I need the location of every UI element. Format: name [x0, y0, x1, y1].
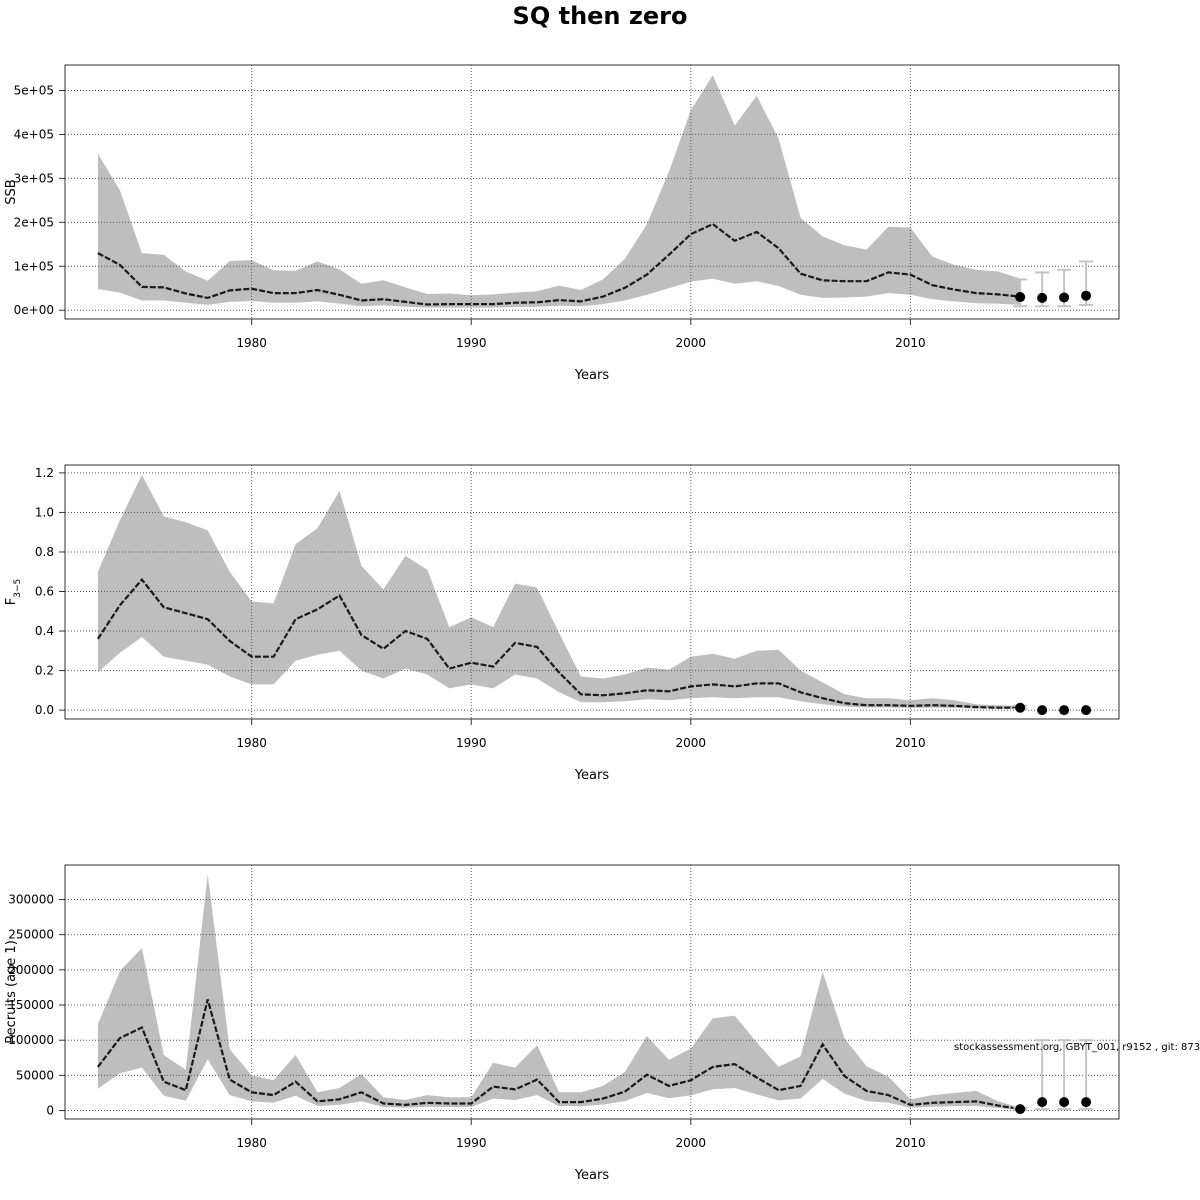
- y-tick-label: 0.4: [35, 624, 54, 638]
- x-tick-label: 2000: [676, 1136, 707, 1150]
- confidence-band: [97, 874, 1021, 1110]
- y-tick-label: 200000: [8, 963, 54, 977]
- y-tick-label: 0e+00: [14, 303, 54, 317]
- y-axis-title: Recruits (age 1): [4, 940, 19, 1044]
- projection-point: [1081, 1097, 1092, 1108]
- y-axis-title: F3−5: [4, 579, 23, 605]
- estimate-line: [96, 577, 1021, 709]
- y-tick-label: 1.2: [35, 466, 54, 480]
- projection-point: [1081, 705, 1092, 716]
- plot-frame: [64, 864, 1120, 1120]
- estimate-line: [97, 222, 1021, 306]
- projection-point: [1037, 292, 1048, 303]
- projection-point: [1037, 1097, 1048, 1108]
- chart-title: SQ then zero: [512, 2, 688, 30]
- y-tick-label: 4e+05: [14, 127, 54, 141]
- footnote-text: stockassessment.org, GBYT_001, r9152 , g…: [954, 1042, 1200, 1053]
- y-tick-label: 300000: [8, 892, 54, 906]
- projection-point: [1015, 1104, 1026, 1115]
- y-tick-label: 5e+05: [14, 83, 54, 97]
- y-axis-title: SSB: [4, 179, 19, 204]
- y-tick-label: 3e+05: [14, 171, 54, 185]
- y-tick-label: 50000: [16, 1068, 54, 1082]
- y-tick-label: 0.6: [35, 585, 54, 599]
- x-axis-title: Years: [574, 1168, 610, 1183]
- projection-point: [1059, 1097, 1070, 1108]
- x-tick-label: 2010: [895, 336, 926, 350]
- panel-3: 1980 1990 2000 2010 0 50000 100000 150000 200000…: [4, 864, 1120, 1183]
- confidence-band: [97, 75, 1021, 308]
- y-tick-label: 100000: [8, 1033, 54, 1047]
- panel-2: 1980 1990 2000 2010 0.0 0.2 0.4 0.6 0.8 1.0 1.2 Yea…: [4, 464, 1120, 783]
- x-axis-title: Years: [574, 368, 610, 383]
- x-tick-label: 1980: [236, 736, 267, 750]
- x-tick-label: 1990: [456, 736, 487, 750]
- y-tick-label: 250000: [8, 928, 54, 942]
- x-tick-label: 2000: [676, 736, 707, 750]
- y-tick-label: 0.0: [35, 703, 54, 717]
- projection-point: [1015, 702, 1026, 713]
- y-tick-label: 0: [46, 1104, 54, 1118]
- y-tick-label: 2e+05: [14, 215, 54, 229]
- x-tick-label: 1990: [456, 336, 487, 350]
- projection-point: [1015, 292, 1026, 303]
- projection-point: [1081, 290, 1092, 301]
- x-tick-label: 2000: [676, 336, 707, 350]
- y-tick-label: 1.0: [35, 505, 54, 519]
- x-axis-title: Years: [574, 768, 610, 783]
- y-tick-label: 1e+05: [14, 259, 54, 273]
- projection-point: [1059, 705, 1070, 716]
- y-tick-label: 150000: [8, 998, 54, 1012]
- x-tick-label: 1980: [236, 1136, 267, 1150]
- projection-point: [1037, 705, 1048, 716]
- x-tick-label: 2010: [895, 1136, 926, 1150]
- x-tick-label: 2010: [895, 736, 926, 750]
- projection-point: [1059, 292, 1070, 303]
- panel-1: 1980 1990 2000 2010 0e+00 1e+05 2e+05 3e+05 4e+0…: [4, 64, 1120, 383]
- x-tick-label: 1990: [456, 1136, 487, 1150]
- confidence-band: [97, 474, 1021, 709]
- x-tick-label: 1980: [236, 336, 267, 350]
- plot-frame: [64, 64, 1120, 320]
- y-tick-label: 0.2: [35, 664, 54, 678]
- estimate-line: [97, 999, 1021, 1111]
- y-tick-label: 0.8: [35, 545, 54, 559]
